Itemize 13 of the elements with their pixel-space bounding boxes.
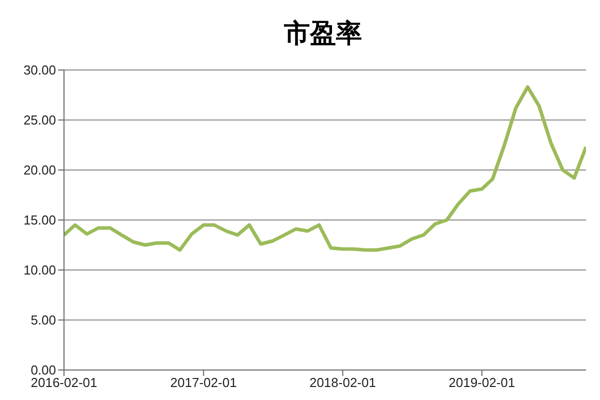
x-tick-label: 2016-02-01 xyxy=(30,375,98,390)
x-tick-label: 2019-02-01 xyxy=(448,375,516,390)
chart-title: 市盈率 xyxy=(283,18,363,51)
y-tick-label: 20.00 xyxy=(23,162,56,178)
y-tick-label: 5.00 xyxy=(30,312,56,328)
y-tick-label: 25.00 xyxy=(23,112,56,128)
y-tick-label: 15.00 xyxy=(23,212,56,228)
x-tick-label: 2017-02-01 xyxy=(170,375,237,390)
line-series xyxy=(64,85,586,252)
x-tick-label: 2018-02-01 xyxy=(309,375,376,390)
y-tick-label: 10.00 xyxy=(23,262,56,278)
y-tick-label: 0.00 xyxy=(30,362,56,378)
y-tick-label: 30.00 xyxy=(23,62,56,78)
